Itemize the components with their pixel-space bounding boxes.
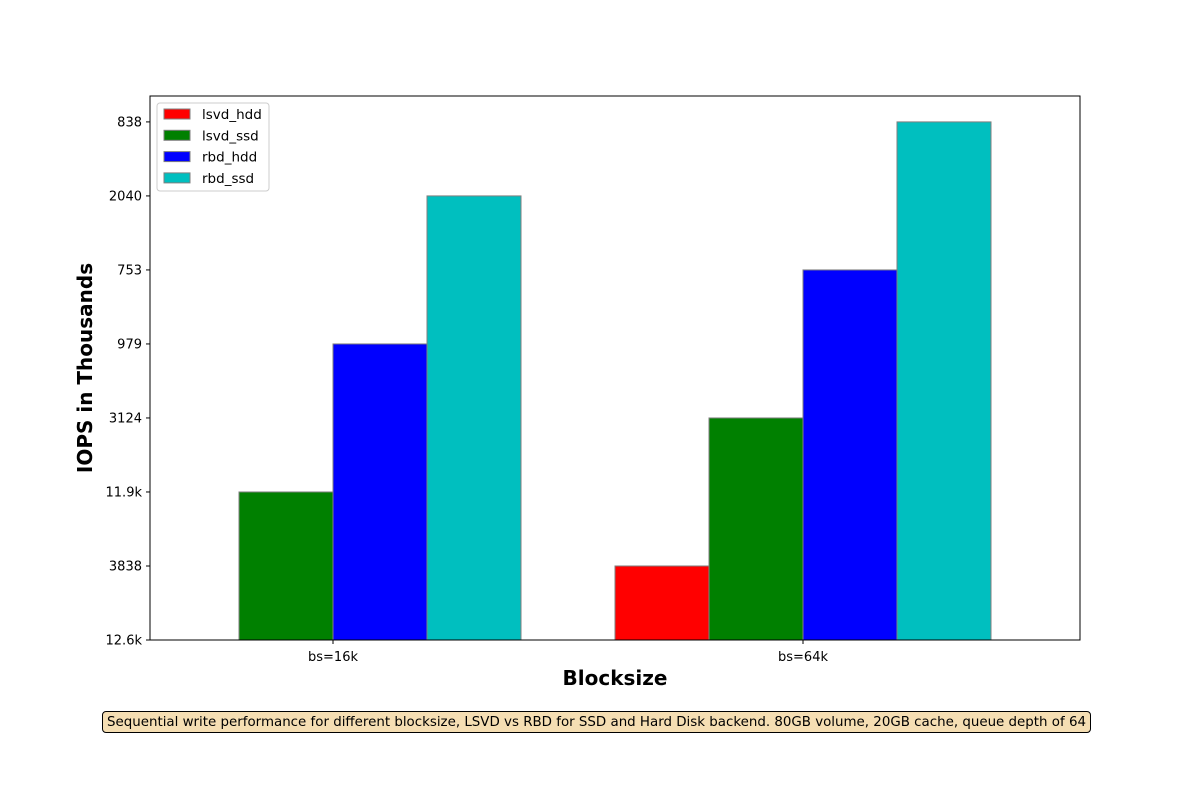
legend-label-rbd_hdd: rbd_hdd [202, 150, 257, 166]
plot-frame [149, 95, 1081, 641]
legend-swatch-rbd_hdd [163, 151, 191, 163]
bar-lsvd_ssd-bs=64k [708, 417, 804, 641]
x-tick-label: bs=64k [778, 650, 828, 665]
y-axis-title: IOPS in Thousands [73, 263, 97, 473]
y-tick-label: 3838 [109, 559, 142, 574]
bars-group [238, 121, 992, 641]
y-tick-label: 2040 [109, 189, 142, 204]
chart-caption: Sequential write performance for differe… [102, 711, 1091, 733]
x-axis: bs=16k bs=64k [308, 640, 828, 665]
y-tick-label: 3124 [109, 411, 142, 426]
legend-swatch-lsvd_ssd [163, 129, 191, 141]
y-tick-label: 11.9k [106, 485, 143, 500]
legend-label-lsvd_ssd: lsvd_ssd [202, 128, 259, 144]
bar-rbd_ssd-bs=16k [426, 195, 522, 641]
legend-swatch-rbd_ssd [163, 172, 191, 184]
legend-swatch-lsvd_hdd [163, 108, 191, 120]
x-tick-label: bs=16k [308, 650, 358, 665]
legend-frame [156, 102, 270, 192]
y-tick-label: 753 [117, 263, 142, 278]
y-tick-label: 838 [117, 115, 142, 130]
bar-lsvd_ssd-bs=16k [238, 491, 334, 641]
y-tick-label: 979 [117, 337, 142, 352]
x-axis-title: Blocksize [563, 666, 668, 690]
legend-label-rbd_ssd: rbd_ssd [202, 171, 254, 187]
bar-rbd_hdd-bs=64k [802, 269, 898, 641]
bar-rbd_ssd-bs=64k [896, 121, 992, 641]
legend-label-lsvd_hdd: lsvd_hdd [202, 107, 262, 123]
legend: lsvd_hdd lsvd_ssd rbd_hdd rbd_ssd [156, 102, 270, 192]
y-axis: 12.6k 3838 11.9k 3124 979 753 2040 838 [106, 115, 150, 649]
y-tick-label: 12.6k [106, 634, 143, 649]
bar-rbd_hdd-bs=16k [332, 343, 428, 641]
bar-lsvd_hdd-bs=64k [614, 565, 710, 641]
